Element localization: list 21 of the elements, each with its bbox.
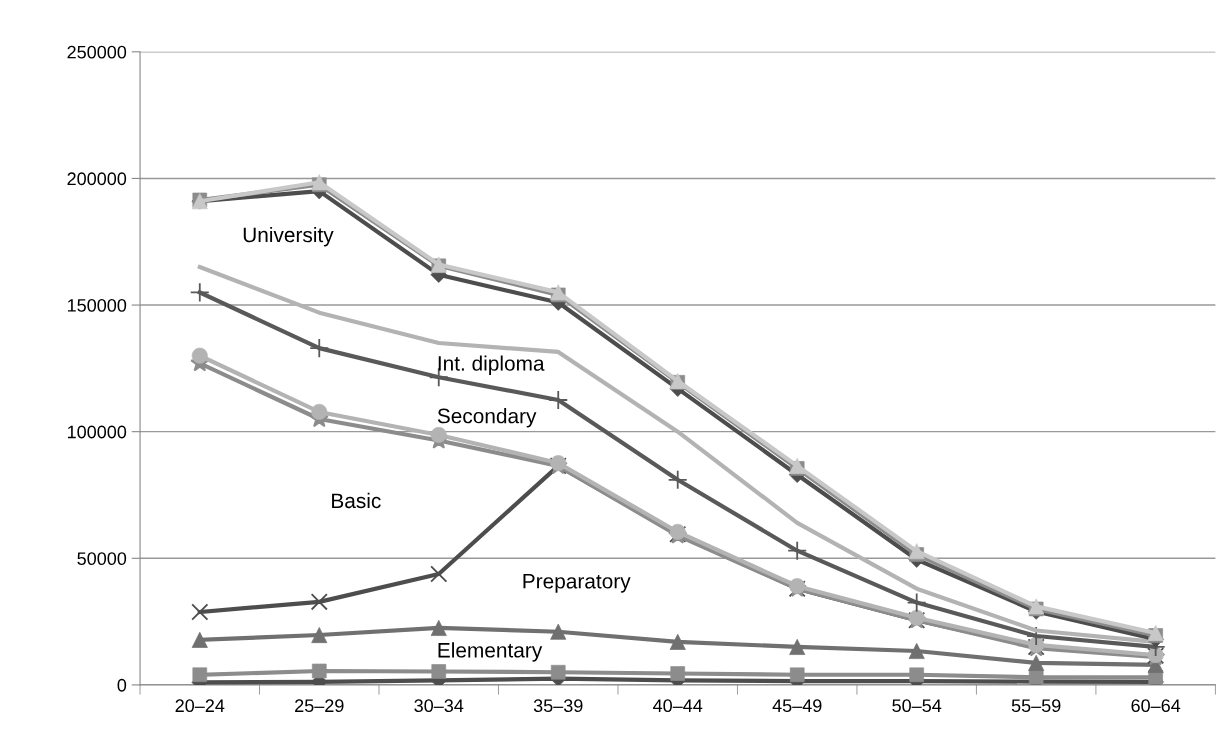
x-tick-label: 25–29 — [295, 699, 344, 713]
annotation: Elementary — [438, 642, 543, 662]
y-tick-label: 50000 — [77, 552, 127, 566]
x-tick-label: 20–24 — [175, 699, 225, 713]
x-tick-label: 55–59 — [1011, 699, 1061, 713]
annotation: Secondary — [437, 408, 537, 428]
x-tick-label: 40–44 — [653, 699, 703, 713]
annotation: University — [243, 226, 334, 247]
x-tick-label: 35–39 — [533, 699, 583, 713]
x-tick-label: 50–54 — [892, 699, 942, 713]
annotation: Preparatory — [523, 574, 631, 593]
x-tick-label: 30–34 — [414, 699, 464, 713]
y-tick-label: 250000 — [67, 45, 127, 59]
y-tick-label: 200000 — [67, 172, 127, 186]
y-tick-label: 150000 — [67, 298, 127, 312]
y-tick-label: 0 — [117, 678, 127, 692]
annotation: Basic — [332, 492, 381, 509]
y-tick-label: 100000 — [67, 425, 127, 439]
x-tick-label: 60–64 — [1131, 699, 1181, 713]
annotation: Int. diploma — [438, 355, 545, 375]
x-tick-label: 45–49 — [772, 699, 822, 713]
